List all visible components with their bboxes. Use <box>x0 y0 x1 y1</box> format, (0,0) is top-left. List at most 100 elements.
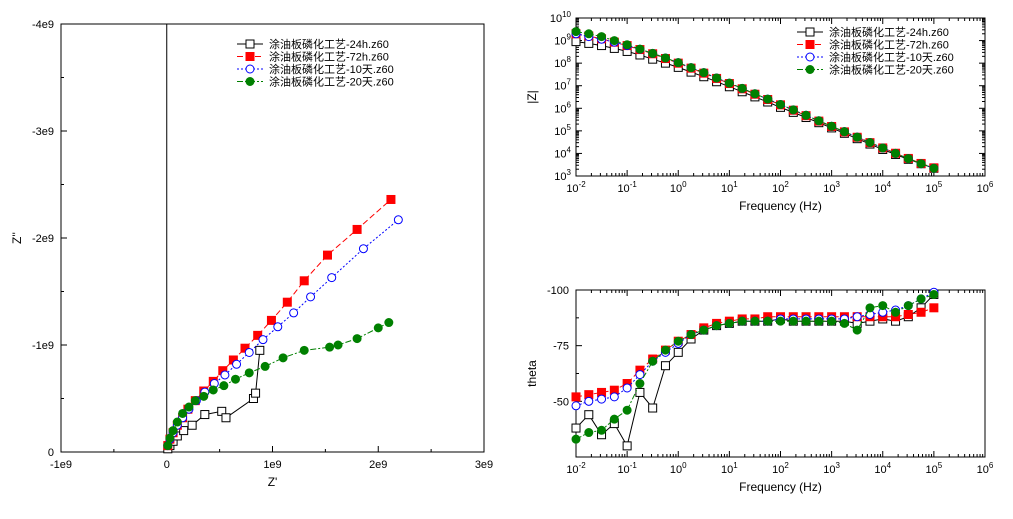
series-1 <box>163 345 265 454</box>
y-tick-label: 104 <box>554 145 571 160</box>
data-point <box>916 159 926 169</box>
data-point <box>724 318 734 328</box>
data-point <box>251 388 261 398</box>
data-point <box>208 385 218 395</box>
y-tick-label: -1e9 <box>32 340 54 352</box>
x-tick-label: 101 <box>721 461 738 476</box>
data-point <box>352 334 362 344</box>
data-point <box>622 40 632 50</box>
x-tick-label: 100 <box>670 180 687 195</box>
data-point <box>609 36 619 46</box>
legend-marker <box>245 39 255 49</box>
data-point <box>622 383 632 393</box>
x-tick-label: 103 <box>823 461 840 476</box>
data-point <box>200 410 210 420</box>
series-2 <box>163 194 396 451</box>
data-point <box>865 303 875 313</box>
data-point <box>199 391 209 401</box>
x-tick-label: -1e9 <box>50 459 72 471</box>
data-point <box>244 347 254 357</box>
x-tick-label: 104 <box>874 461 891 476</box>
x-axis-label: Frequency (Hz) <box>739 199 822 213</box>
data-point <box>673 58 683 68</box>
data-point <box>584 410 594 420</box>
series-line <box>167 199 392 446</box>
y-tick-label: 103 <box>554 168 571 183</box>
data-point <box>865 137 875 147</box>
data-point <box>660 361 670 371</box>
data-point <box>648 403 658 413</box>
x-tick-label: 10-1 <box>617 461 637 476</box>
data-point <box>584 396 594 406</box>
data-point <box>763 94 773 104</box>
data-point <box>891 307 901 317</box>
y-tick-label: 105 <box>554 123 571 138</box>
legend-marker <box>805 27 815 37</box>
series-4 <box>571 289 939 444</box>
data-point <box>244 368 254 378</box>
data-point <box>801 110 811 120</box>
data-point <box>648 356 658 366</box>
data-point <box>571 434 581 444</box>
data-point <box>916 307 926 317</box>
data-point <box>929 163 939 173</box>
data-point <box>221 413 231 423</box>
data-point <box>299 345 309 355</box>
data-point <box>232 359 242 369</box>
data-point <box>172 417 182 427</box>
legend: 涂油板磷化工艺-24h.z60涂油板磷化工艺-72h.z60涂油板磷化工艺-10… <box>797 25 954 77</box>
x-tick-label: 104 <box>874 180 891 195</box>
data-point <box>609 392 619 402</box>
series-4 <box>571 27 939 173</box>
data-point <box>699 325 709 335</box>
y-tick-label: -50 <box>553 396 569 408</box>
data-point <box>801 316 811 326</box>
data-point <box>878 143 888 153</box>
data-point <box>763 316 773 326</box>
x-tick-label: 106 <box>977 461 994 476</box>
data-point <box>788 105 798 115</box>
data-point <box>327 273 337 283</box>
legend-entry: 涂油板磷化工艺-10天.z60 <box>269 62 394 76</box>
y-tick-label: 107 <box>554 78 571 93</box>
legend-marker <box>245 77 255 86</box>
data-point <box>737 83 747 93</box>
y-tick-label: -100 <box>547 285 569 297</box>
data-point <box>609 414 619 424</box>
data-point <box>776 100 785 110</box>
legend-marker <box>805 65 815 74</box>
x-axis-label: Frequency (Hz) <box>739 480 822 494</box>
y-tick-label: -3e9 <box>32 126 54 138</box>
data-point <box>289 308 299 318</box>
data-point <box>352 224 362 234</box>
data-point <box>584 29 594 39</box>
data-point <box>220 370 230 380</box>
x-axis-label: Z' <box>268 475 278 489</box>
data-point <box>325 342 335 352</box>
legend-marker <box>245 64 255 74</box>
data-point <box>571 423 581 433</box>
x-tick-label: 10-2 <box>566 180 586 195</box>
data-point <box>386 194 396 204</box>
y-tick-label: 109 <box>554 33 571 48</box>
y-tick-label: 106 <box>554 100 571 115</box>
data-point <box>776 316 785 326</box>
x-tick-label: 2e9 <box>369 459 387 471</box>
data-point <box>916 294 926 304</box>
data-point <box>187 420 197 430</box>
y-tick-label: 108 <box>554 55 571 70</box>
x-tick-label: 102 <box>772 180 789 195</box>
plot-1: -1e9 0 1e9 2e9 3e90-1e9-2e9-3e9-4e9Z'Z''涂油板磷… <box>10 19 493 489</box>
data-point <box>266 315 276 325</box>
data-point <box>852 132 862 142</box>
legend-marker <box>245 52 255 61</box>
data-point <box>648 48 658 58</box>
data-point <box>750 89 760 99</box>
data-point <box>179 426 189 436</box>
data-point <box>165 433 175 443</box>
legend-marker <box>805 52 815 62</box>
legend-entry: 涂油板磷化工艺-72h.z60 <box>269 50 389 64</box>
data-point <box>571 392 581 402</box>
y-axis-label: |Z| <box>525 90 539 104</box>
data-point <box>230 374 240 384</box>
